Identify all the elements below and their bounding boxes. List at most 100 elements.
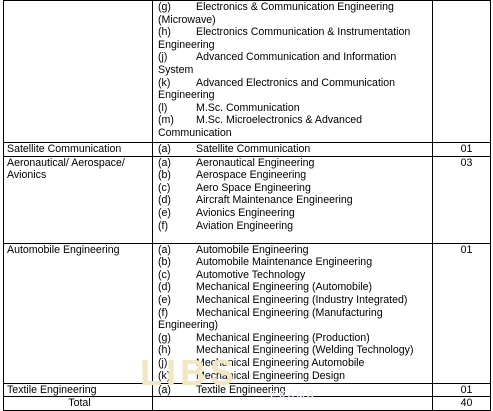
qualification-list: (a) Textile Engineering bbox=[156, 384, 432, 397]
item-key: (e) bbox=[158, 293, 171, 306]
count-value: 01 bbox=[460, 243, 473, 256]
item-text: Automobile Maintenance Engineering bbox=[196, 256, 373, 269]
qualification-item: (d) Aircraft Maintenance Engineering bbox=[158, 194, 432, 207]
count-cell: 03 bbox=[432, 155, 491, 244]
item-text: Mechanical Engineering (Manufacturing bbox=[196, 306, 383, 319]
qualification-list: (g) Electronics & Communication Engineeri… bbox=[156, 1, 432, 140]
qualification-item: (a) Aeronautical Engineering bbox=[158, 157, 432, 170]
branch-name: Aeronautical/ Aerospace/ Avionics bbox=[7, 156, 125, 182]
qualification-item: (f) Aviation Engineering bbox=[158, 220, 432, 233]
total-count-cell: 40 bbox=[432, 396, 491, 411]
total-count: 40 bbox=[460, 397, 473, 410]
qualification-item: (d) Mechanical Engineering (Automobile) bbox=[158, 281, 432, 294]
qualification-list: (a) Aeronautical Engineering (b) Aerospace … bbox=[156, 157, 432, 233]
branch-name-cell: Aeronautical/ Aerospace/ Avionics bbox=[3, 155, 153, 244]
item-key: (k) bbox=[158, 76, 171, 89]
item-key: (h) bbox=[158, 26, 171, 39]
item-text: Mechanical Engineering (Production) bbox=[196, 331, 370, 344]
item-key: (d) bbox=[158, 281, 171, 294]
count-cell: 01 bbox=[432, 142, 491, 157]
count-cell: 01 bbox=[432, 382, 491, 398]
item-continuation: System bbox=[158, 63, 194, 76]
table-row: Satellite Communication (a) Satellite Comm… bbox=[3, 142, 491, 157]
table-row: Aeronautical/ Aerospace/ Avionics (a) Aero… bbox=[3, 155, 491, 244]
item-text: M.Sc. Microelectronics & Advanced bbox=[196, 114, 363, 127]
qualification-list: (a) Automobile Engineering (b) Automobile M… bbox=[156, 244, 432, 383]
item-key: (j) bbox=[158, 356, 168, 369]
branch-name: Textile Engineering bbox=[7, 383, 97, 396]
item-text: Aero Space Engineering bbox=[196, 181, 311, 194]
item-text: Electronics & Communication Engineering bbox=[196, 1, 394, 13]
eligibility-table: (g) Electronics & Communication Engineeri… bbox=[3, 0, 491, 411]
item-key: (m) bbox=[158, 114, 174, 127]
item-text: M.Sc. Communication bbox=[196, 101, 300, 114]
qualification-cell: (a) Textile Engineering bbox=[152, 382, 433, 398]
qualification-cell: (a) Satellite Communication bbox=[152, 142, 433, 157]
item-continuation: Communication bbox=[158, 126, 232, 139]
qualification-item: (h) Mechanical Engineering (Welding Techn… bbox=[158, 344, 432, 357]
item-text: Advanced Electronics and Communication bbox=[196, 76, 396, 89]
item-key: (h) bbox=[158, 344, 171, 357]
qualification-item: (a) Automobile Engineering bbox=[158, 244, 432, 257]
item-key: (b) bbox=[158, 169, 171, 182]
table-body: (g) Electronics & Communication Engineeri… bbox=[3, 0, 491, 411]
item-key: (b) bbox=[158, 256, 171, 269]
item-text: Mechanical Engineering (Automobile) bbox=[196, 281, 373, 294]
qualification-item: (h) Electronics Communication & Instrumen… bbox=[158, 26, 432, 39]
item-text: Mechanical Engineering (Industry Integra… bbox=[196, 293, 408, 306]
qualification-item: (e) Avionics Engineering bbox=[158, 207, 432, 220]
qualification-item: (l) M.Sc. Communication bbox=[158, 102, 432, 115]
item-key: (j) bbox=[158, 51, 168, 64]
qualification-item: (g) Mechanical Engineering (Production) bbox=[158, 332, 432, 345]
item-key: (a) bbox=[158, 243, 171, 256]
branch-name-cell: Automobile Engineering bbox=[3, 242, 153, 384]
qualification-cell: (g) Electronics & Communication Engineeri… bbox=[152, 0, 433, 143]
qualification-item: (j) Mechanical Engineering Automobile bbox=[158, 357, 432, 370]
item-text: Electronics Communication & Instrumentat… bbox=[196, 26, 411, 39]
item-text: Aerospace Engineering bbox=[196, 169, 307, 182]
item-text: Aeronautical Engineering bbox=[196, 156, 315, 169]
qualification-item: (f) Mechanical Engineering (Manufacturing bbox=[158, 307, 432, 320]
qualification-item: (g) Electronics & Communication Engineeri… bbox=[158, 1, 432, 14]
branch-name-cell: Textile Engineering bbox=[3, 382, 153, 398]
item-key: (l) bbox=[158, 101, 168, 114]
table-row: Textile Engineering (a) Textile Engineerin… bbox=[3, 382, 491, 398]
item-continuation: Engineering bbox=[158, 38, 215, 51]
item-text: Aircraft Maintenance Engineering bbox=[196, 194, 353, 207]
item-text: Avionics Engineering bbox=[196, 206, 295, 219]
qualification-item: (k) Mechanical Engineering Design bbox=[158, 370, 432, 383]
branch-name: Satellite Communication bbox=[7, 143, 122, 155]
qualification-item: (a) Satellite Communication bbox=[158, 143, 432, 156]
item-key: (c) bbox=[158, 181, 171, 194]
item-text: Automotive Technology bbox=[196, 268, 306, 281]
item-continuation: (Microwave) bbox=[158, 13, 216, 26]
qualification-cell: (a) Automobile Engineering (b) Automobile M… bbox=[152, 242, 433, 384]
qualification-item: (e) Mechanical Engineering (Industry Inte… bbox=[158, 294, 432, 307]
count-value: 03 bbox=[460, 156, 473, 169]
count-cell bbox=[432, 0, 491, 143]
item-key: (g) bbox=[158, 1, 171, 13]
item-continuation: Engineering) bbox=[158, 319, 219, 332]
branch-name: Automobile Engineering bbox=[7, 243, 120, 256]
qualification-item: (b) Automobile Maintenance Engineering bbox=[158, 256, 432, 269]
item-text: Aviation Engineering bbox=[196, 219, 293, 232]
item-text: Satellite Communication bbox=[196, 143, 311, 155]
table-row: (g) Electronics & Communication Engineeri… bbox=[3, 0, 491, 143]
qualification-item: (c) Automotive Technology bbox=[158, 269, 432, 282]
item-key: (a) bbox=[158, 143, 171, 155]
branch-name-cell: Satellite Communication bbox=[3, 142, 153, 157]
item-key: (a) bbox=[158, 156, 171, 169]
item-key: (f) bbox=[158, 306, 168, 319]
item-key: (e) bbox=[158, 206, 171, 219]
qualification-list: (a) Satellite Communication bbox=[156, 143, 432, 156]
qualification-item: (a) Textile Engineering bbox=[158, 384, 432, 397]
item-text: Mechanical Engineering Design bbox=[196, 369, 345, 382]
qualification-cell: (a) Aeronautical Engineering (b) Aerospace … bbox=[152, 155, 433, 244]
item-key: (g) bbox=[158, 331, 171, 344]
item-text: Automobile Engineering bbox=[196, 243, 309, 256]
item-text: Mechanical Engineering Automobile bbox=[196, 356, 365, 369]
item-continuation: Engineering bbox=[158, 89, 215, 102]
total-label: Total bbox=[3, 396, 153, 411]
count-value: 01 bbox=[460, 383, 473, 396]
qualification-item: (j) Advanced Communication and Informatio… bbox=[158, 51, 432, 64]
